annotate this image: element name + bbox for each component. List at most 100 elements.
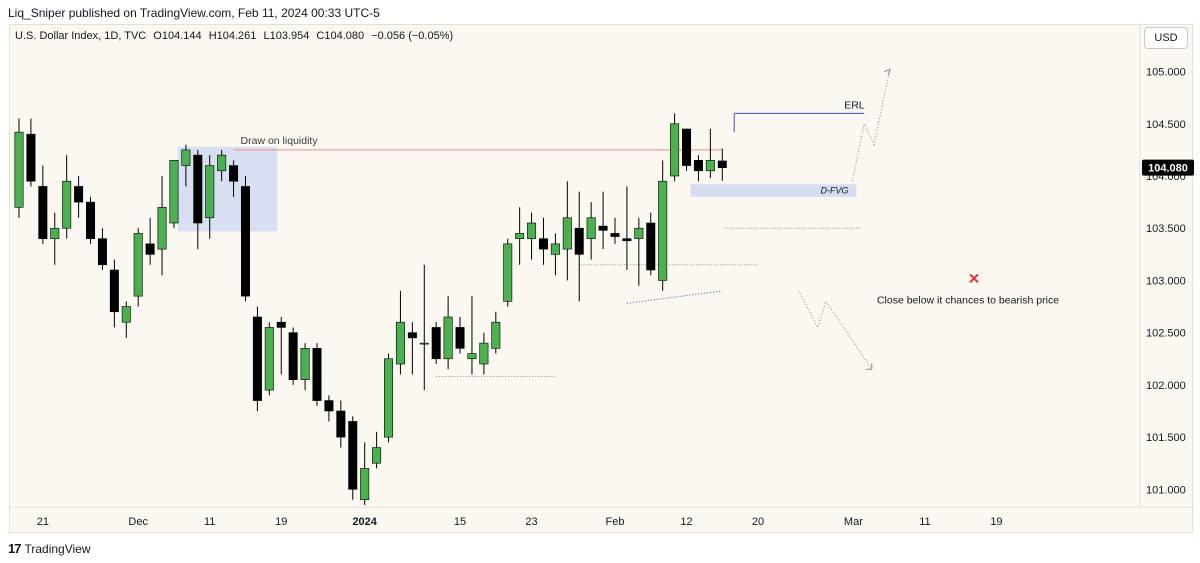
candle-body [515, 233, 525, 239]
cross-icon [969, 273, 979, 284]
x-tick-label: 15 [454, 516, 466, 528]
candle-body [86, 201, 96, 239]
y-tick-label: 101.500 [1146, 432, 1186, 444]
candle-body [26, 133, 36, 182]
x-tick-label: 23 [525, 516, 537, 528]
candle-body [360, 468, 370, 501]
liquidity-zone [177, 146, 278, 232]
candle-body [384, 358, 394, 438]
y-tick-label: 104.500 [1146, 119, 1186, 131]
candle-body [562, 217, 572, 250]
footer: 17 TradingView [8, 541, 91, 556]
candle-body [336, 410, 346, 438]
x-tick-label: Feb [606, 516, 625, 528]
legend-open: O104.144 [153, 30, 202, 42]
candle-body [264, 327, 274, 391]
candle-body [431, 327, 441, 360]
candle-body [109, 269, 119, 313]
legend-high: H104.261 [208, 30, 257, 42]
bearish-arrowhead [865, 363, 873, 370]
candle-body [682, 128, 692, 166]
candle-body [670, 123, 680, 177]
candle-body [312, 348, 322, 401]
last-price-badge [1142, 159, 1194, 176]
candle-body [240, 186, 250, 297]
candle-body [276, 321, 286, 328]
candle-body [372, 447, 382, 464]
x-tick-label: 12 [680, 516, 692, 528]
candle-body [229, 165, 239, 182]
draw-on-liquidity-label: Draw on liquidity [241, 135, 319, 147]
chart-pane[interactable]: 101.000 101.500 102.000 102.500 103.000 103.5… [9, 24, 1194, 534]
candle-body [252, 316, 262, 401]
y-tick-label: 103.500 [1146, 223, 1186, 235]
top-bar: Liq_Sniper published on TradingView.com,… [0, 0, 1200, 24]
legend-close: C104.080 [316, 30, 365, 42]
candle-body [395, 321, 405, 365]
y-tick-label: 103.000 [1146, 275, 1186, 287]
x-tick-label: 21 [37, 516, 49, 528]
candle-body [419, 342, 429, 345]
candle-body [491, 321, 501, 349]
candle-body [133, 233, 143, 297]
candle-body [324, 400, 334, 412]
candle-body [288, 332, 298, 380]
candle-body [169, 160, 179, 224]
candle-body [14, 131, 24, 208]
candle-body [121, 306, 131, 323]
y-tick-label: 101.000 [1146, 484, 1186, 496]
candle-body [705, 160, 715, 172]
fvg-zone [690, 184, 857, 197]
candle-body [634, 227, 644, 239]
candle-body [717, 160, 727, 168]
x-tick-label: 19 [275, 516, 287, 528]
symbol-legend: U.S. Dollar Index, 1D, TVC O104.144 H104… [15, 30, 457, 42]
legend-symbol: U.S. Dollar Index, 1D, TVC [15, 30, 147, 42]
bearish-projection [798, 290, 873, 370]
candle-body [503, 243, 513, 302]
candle-body [658, 180, 668, 281]
candle-body [646, 222, 656, 271]
bearish-note-label: Close below it chances to bearish price [877, 294, 1059, 306]
candle-body [157, 207, 167, 250]
legend-change: −0.056 (−0.05%) [371, 30, 454, 42]
y-tick-label: 102.500 [1146, 328, 1186, 340]
candle-body [479, 342, 489, 365]
candle-body [74, 186, 84, 203]
candle-body [62, 180, 72, 229]
candle-body [193, 154, 203, 224]
fvg-label: D-FVG [820, 185, 848, 195]
footer-brand: TradingView [24, 541, 91, 556]
candle-body [527, 222, 537, 239]
candle-body [455, 327, 465, 349]
candle-body [38, 186, 48, 239]
candle-body [622, 238, 632, 242]
candle-body [538, 238, 548, 250]
candle-body [145, 243, 155, 255]
candle-body [550, 243, 560, 255]
currency-button[interactable]: USD [1144, 27, 1188, 49]
publisher-info: Liq_Sniper published on TradingView.com,… [8, 6, 380, 20]
x-tick-label: 20 [752, 516, 764, 528]
candle-body [217, 154, 227, 172]
candle-body [574, 227, 584, 255]
candle-body [598, 225, 608, 231]
y-tick-label: 102.000 [1146, 380, 1186, 392]
candle-body [348, 421, 358, 490]
candle-body [300, 348, 310, 380]
tradingview-logo-icon: 17 [8, 541, 22, 556]
candlestick-chart[interactable]: 101.000 101.500 102.000 102.500 103.000 103.5… [10, 25, 1194, 534]
x-tick-label: 11 [919, 516, 930, 528]
candle-body [97, 238, 107, 266]
bullish-projection [851, 71, 890, 182]
x-tick-label: Dec [128, 516, 148, 528]
candle-body [467, 353, 477, 360]
x-tick-label: 2024 [352, 516, 377, 528]
candle-body [693, 160, 703, 172]
candle-body [205, 165, 215, 219]
x-tick-label: 19 [990, 516, 1002, 528]
candle-body [181, 149, 191, 166]
x-tick-label: 11 [204, 516, 215, 528]
last-price-label: 104.080 [1148, 163, 1188, 175]
y-tick-label: 105.000 [1146, 67, 1186, 79]
